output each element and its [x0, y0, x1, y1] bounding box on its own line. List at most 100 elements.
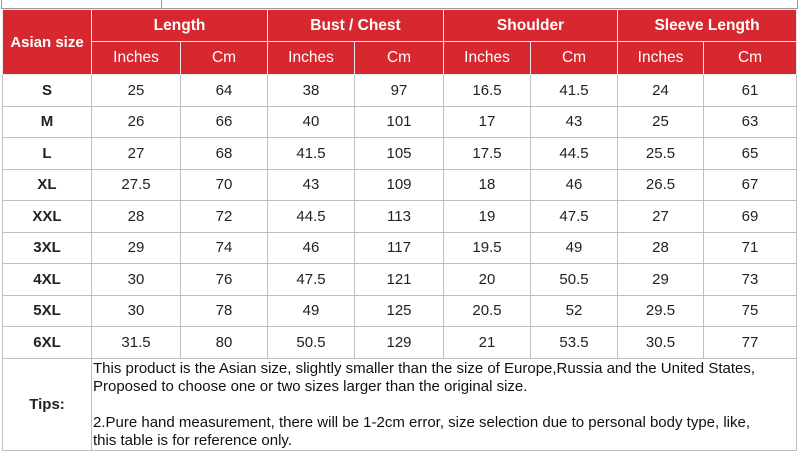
tips-text: This product is the Asian size, slightly… — [90, 357, 798, 451]
table-cell: 76 — [180, 263, 268, 296]
table-cell: 18 — [443, 168, 531, 201]
unit-header-cm: Cm — [529, 41, 619, 75]
asian-size-header: Asian size — [2, 9, 92, 75]
size-label: XXL — [2, 200, 92, 233]
table-cell: 43 — [267, 168, 355, 201]
table-cell: 70 — [180, 168, 268, 201]
table-cell: 20.5 — [443, 294, 531, 327]
table-cell: 30.5 — [617, 326, 705, 359]
table-cell: 47.5 — [267, 263, 355, 296]
table-cell: 105 — [354, 137, 444, 170]
table-cell: 44.5 — [529, 137, 619, 170]
group-header-shoulder: Shoulder — [442, 9, 619, 42]
table-cell: 66 — [180, 105, 268, 138]
table-cell: 16.5 — [443, 74, 531, 107]
table-cell: 29 — [617, 263, 705, 296]
size-label: S — [2, 74, 92, 107]
table-cell: 64 — [180, 74, 268, 107]
top-strip-cell — [1, 0, 162, 9]
table-cell: 69 — [703, 200, 798, 233]
table-row: XXL 28 72 44.5 113 19 47.5 27 69 — [2, 200, 798, 233]
table-cell: 26.5 — [617, 168, 705, 201]
table-cell: 49 — [529, 231, 619, 264]
size-label: L — [2, 137, 92, 170]
table-cell: 63 — [703, 105, 798, 138]
table-cell: 41.5 — [267, 137, 355, 170]
table-cell: 71 — [703, 231, 798, 264]
size-label: M — [2, 105, 92, 138]
size-label: 5XL — [2, 294, 92, 327]
group-header-bust-chest: Bust / Chest — [267, 9, 444, 42]
table-cell: 80 — [180, 326, 268, 359]
top-strip — [0, 0, 798, 9]
table-row: 4XL 30 76 47.5 121 20 50.5 29 73 — [2, 263, 798, 296]
tips-label: Tips: — [2, 357, 92, 451]
table-row: XL 27.5 70 43 109 18 46 26.5 67 — [2, 168, 798, 201]
size-label: XL — [2, 168, 92, 201]
size-label: 3XL — [2, 231, 92, 264]
unit-header-cm: Cm — [180, 41, 268, 75]
table-cell: 38 — [267, 74, 355, 107]
table-cell: 19.5 — [443, 231, 531, 264]
table-cell: 31.5 — [91, 326, 181, 359]
table-cell: 27.5 — [91, 168, 181, 201]
table-cell: 21 — [443, 326, 531, 359]
table-row: 6XL 31.5 80 50.5 129 21 53.5 30.5 77 — [2, 326, 798, 359]
unit-header-inches: Inches — [443, 41, 531, 75]
table-cell: 47.5 — [529, 200, 619, 233]
table-cell: 75 — [703, 294, 798, 327]
size-label: 4XL — [2, 263, 92, 296]
unit-header-cm: Cm — [354, 41, 444, 75]
table-cell: 97 — [354, 74, 444, 107]
table-cell: 24 — [617, 74, 705, 107]
tips-line: this table is for reference only. — [93, 431, 292, 449]
size-chart-table: Asian size Length Bust / Chest Shoulder … — [2, 9, 798, 451]
table-cell: 26 — [91, 105, 181, 138]
table-cell: 30 — [91, 263, 181, 296]
table-cell: 113 — [354, 200, 444, 233]
table-cell: 125 — [354, 294, 444, 327]
table-cell: 129 — [354, 326, 444, 359]
table-cell: 25.5 — [617, 137, 705, 170]
tips-line: 2.Pure hand measurement, there will be 1… — [93, 413, 751, 431]
table-cell: 40 — [267, 105, 355, 138]
table-row: M 26 66 40 101 17 43 25 63 — [2, 105, 798, 138]
table-cell: 25 — [617, 105, 705, 138]
unit-header-inches: Inches — [267, 41, 355, 75]
table-cell: 20 — [443, 263, 531, 296]
table-cell: 29.5 — [617, 294, 705, 327]
table-cell: 68 — [180, 137, 268, 170]
table-cell: 46 — [267, 231, 355, 264]
table-cell: 121 — [354, 263, 444, 296]
table-cell: 17 — [443, 105, 531, 138]
table-cell: 61 — [703, 74, 798, 107]
table-cell: 29 — [91, 231, 181, 264]
table-cell: 72 — [180, 200, 268, 233]
table-row: S 25 64 38 97 16.5 41.5 24 61 — [2, 74, 798, 107]
table-cell: 46 — [529, 168, 619, 201]
table-cell: 27 — [91, 137, 181, 170]
table-cell: 28 — [91, 200, 181, 233]
table-cell: 74 — [180, 231, 268, 264]
unit-header-inches: Inches — [91, 41, 181, 75]
table-cell: 73 — [703, 263, 798, 296]
table-cell: 77 — [703, 326, 798, 359]
table-cell: 67 — [703, 168, 798, 201]
table-cell: 17.5 — [443, 137, 531, 170]
table-cell: 41.5 — [529, 74, 619, 107]
table-cell: 109 — [354, 168, 444, 201]
unit-header-cm: Cm — [703, 41, 798, 75]
table-cell: 28 — [617, 231, 705, 264]
top-strip-cell — [161, 0, 798, 9]
tips-line: This product is the Asian size, slightly… — [93, 359, 756, 377]
table-cell: 101 — [354, 105, 444, 138]
table-row: 5XL 30 78 49 125 20.5 52 29.5 75 — [2, 294, 798, 327]
table-row: L 27 68 41.5 105 17.5 44.5 25.5 65 — [2, 137, 798, 170]
size-label: 6XL — [2, 326, 92, 359]
tips-spacer — [93, 396, 796, 414]
table-cell: 25 — [91, 74, 181, 107]
table-cell: 49 — [267, 294, 355, 327]
table-cell: 65 — [703, 137, 798, 170]
tips-line: Proposed to choose one or two sizes larg… — [93, 377, 528, 395]
table-cell: 52 — [529, 294, 619, 327]
